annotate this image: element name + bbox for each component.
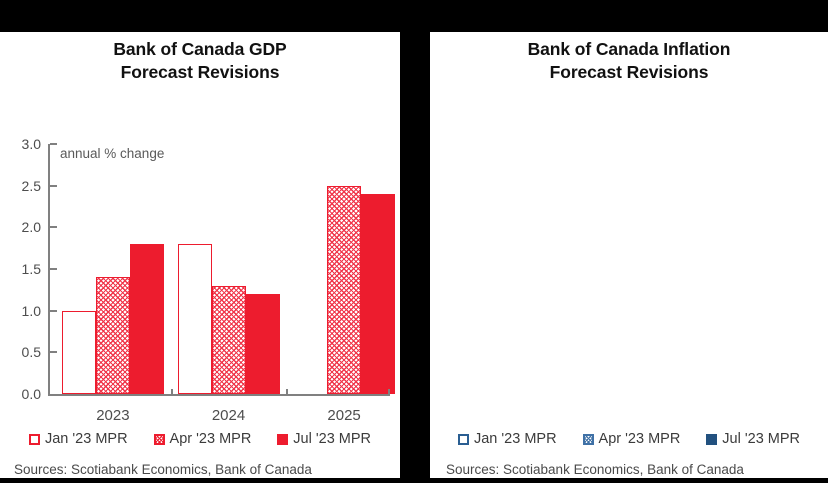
legend-label: Jul '23 MPR — [293, 431, 372, 447]
x-axis-label-2023: 2023 — [96, 407, 130, 424]
x-tick-mark — [170, 389, 173, 396]
chart-panel-inflation: Bank of Canada Inflation Forecast Revisi… — [430, 32, 828, 478]
legend-swatch-icon — [706, 433, 718, 445]
y-tick-mark — [50, 309, 57, 312]
plot-area-gdp: annual % change 0.0 0.5 1.0 1.5 2.0 2.5 3.0 202… — [22, 136, 396, 424]
legend-gdp: Jan '23 MPR Apr '23 MPR Jul '23 MPR — [0, 431, 400, 447]
bar-gdp-2025-hatch — [327, 185, 362, 394]
sources-note-inflation: Sources: Scotiabank Economics, Bank of C… — [446, 460, 818, 478]
legend-inflation: Jan '23 MPR Apr '23 MPR Jul '23 MPR — [430, 431, 828, 447]
legend-swatch-icon — [153, 433, 165, 445]
bar-gdp-2024-solid — [245, 294, 280, 394]
bar-gdp-2024-hatch — [211, 285, 246, 394]
bar-gdp-2023-open — [61, 310, 96, 394]
legend-item-hatch[interactable]: Apr '23 MPR — [582, 431, 681, 447]
chart-panel-gdp: Bank of Canada GDP Forecast Revisions an… — [0, 32, 400, 478]
legend-label: Jan '23 MPR — [44, 431, 128, 447]
legend-item-hatch[interactable]: Apr '23 MPR — [153, 431, 252, 447]
x-tick-mark — [286, 389, 289, 396]
x-tick-mark-end — [388, 389, 390, 396]
bar-gdp-2024-open — [177, 244, 212, 394]
legend-swatch-icon — [582, 433, 594, 445]
y-tick-label: 1.5 — [21, 261, 41, 277]
y-tick-label: 1.0 — [21, 302, 41, 319]
y-tick-label: 2.5 — [21, 177, 41, 194]
y-tick-label: 3.0 — [21, 136, 41, 152]
y-tick-mark — [50, 351, 57, 354]
chart-title-gdp-line1: Bank of Canada GDP — [113, 39, 287, 59]
chart-title-gdp: Bank of Canada GDP Forecast Revisions — [0, 38, 400, 85]
y-tick-label: 0.0 — [21, 386, 41, 402]
sources-inflation-line1: Sources: Scotiabank Economics, Bank of C… — [446, 462, 744, 477]
legend-swatch-icon — [457, 433, 469, 445]
y-tick-mark — [50, 268, 57, 270]
y-tick-label: 0.5 — [21, 344, 41, 361]
bar-gdp-2023-hatch — [95, 277, 130, 394]
legend-label: Jan '23 MPR — [473, 431, 557, 447]
sources-gdp-line1: Sources: Scotiabank Economics, Bank of C… — [14, 462, 312, 477]
legend-label: Jul '23 MPR — [722, 431, 801, 447]
y-tick-label: 2.0 — [21, 219, 41, 236]
chart-title-inflation-line1: Bank of Canada Inflation — [527, 39, 731, 59]
y-tick-mark — [50, 226, 57, 229]
legend-item-solid[interactable]: Jul '23 MPR — [277, 431, 371, 447]
chart-title-inflation-line2: Forecast Revisions — [549, 62, 709, 83]
x-axis-label-2025: 2025 — [327, 407, 361, 424]
legend-label: Apr '23 MPR — [598, 431, 681, 447]
legend-label: Apr '23 MPR — [169, 431, 252, 447]
x-axis-label-2024: 2024 — [211, 407, 246, 424]
bar-gdp-2025-solid — [361, 194, 396, 394]
legend-item-solid[interactable]: Jul '23 MPR — [706, 431, 800, 447]
legend-swatch-icon — [277, 433, 289, 445]
bar-gdp-2023-solid — [129, 244, 164, 394]
chart-title-gdp-line2: Forecast Revisions — [120, 62, 280, 83]
y-tick-mark — [50, 184, 57, 187]
legend-item-open[interactable]: Jan '23 MPR — [28, 431, 128, 447]
legend-swatch-icon — [28, 433, 40, 445]
y-tick-mark — [50, 143, 57, 145]
axis-note-gdp: annual % change — [60, 146, 165, 161]
chart-title-inflation: Bank of Canada Inflation Forecast Revisi… — [430, 38, 828, 85]
legend-item-open[interactable]: Jan '23 MPR — [457, 431, 557, 447]
sources-note-gdp: Sources: Scotiabank Economics, Bank of C… — [14, 460, 390, 478]
